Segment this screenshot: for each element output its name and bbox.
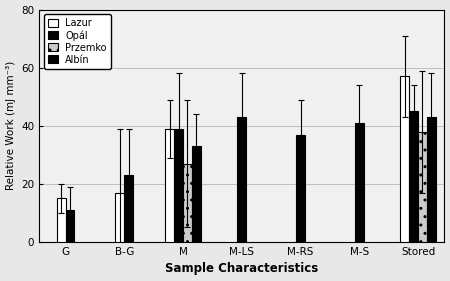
Bar (409, 111, 418, 242)
Bar (418, 132, 427, 242)
Bar (400, 76, 409, 242)
Bar (116, 193, 124, 242)
Bar (183, 164, 192, 242)
Bar (57, 198, 66, 242)
Legend: Lazur, Opál, Przemko, Albín: Lazur, Opál, Przemko, Albín (44, 14, 111, 69)
Bar (355, 123, 364, 242)
Bar (237, 117, 246, 242)
Bar (296, 135, 305, 242)
Bar (124, 175, 133, 242)
Bar (427, 117, 436, 242)
Bar (192, 146, 201, 242)
Bar (174, 129, 183, 242)
Y-axis label: Relative Work (mJ mm⁻³): Relative Work (mJ mm⁻³) (5, 61, 16, 191)
Bar (66, 210, 74, 242)
X-axis label: Sample Characteristics: Sample Characteristics (165, 262, 319, 275)
Bar (166, 129, 174, 242)
